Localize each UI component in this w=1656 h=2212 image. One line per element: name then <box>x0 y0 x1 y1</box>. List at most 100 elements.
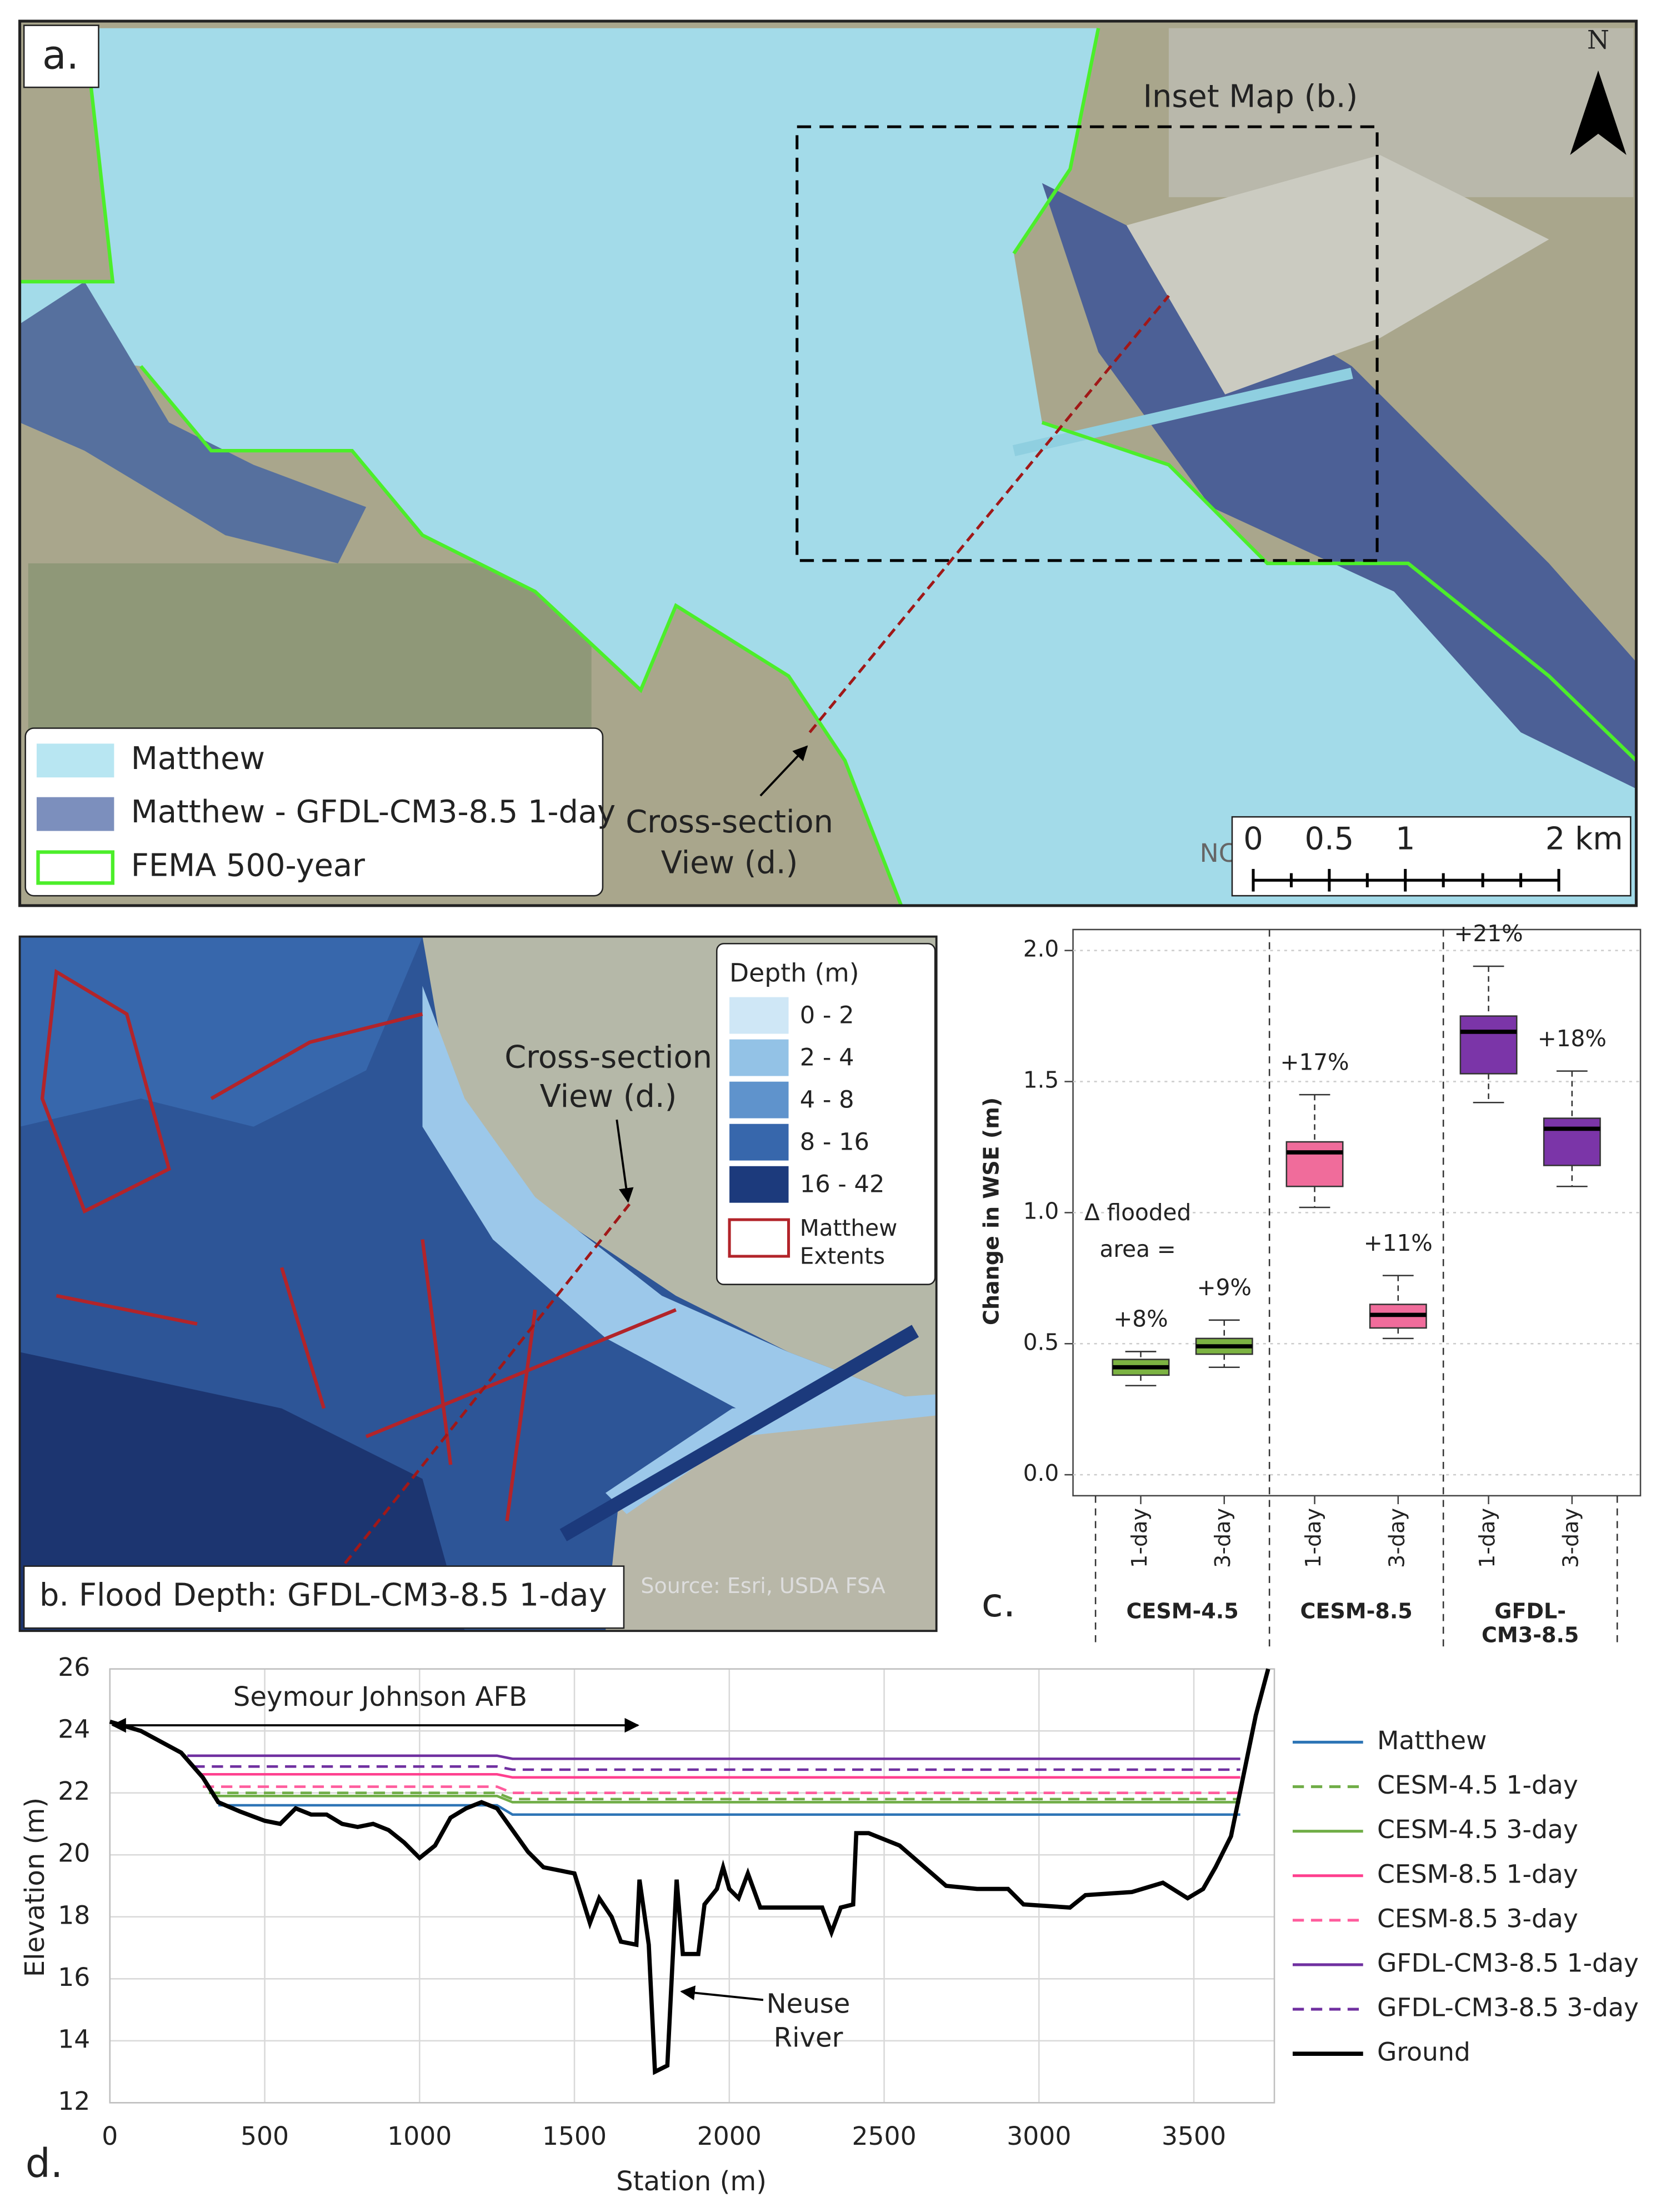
flood-increase <box>19 281 367 563</box>
x-tick-label: 500 <box>241 2121 289 2151</box>
plot-frame <box>109 1668 1275 2104</box>
y-tick-label: 20 <box>58 1839 90 1868</box>
legend-swatch <box>36 743 114 778</box>
y-tick-label: 16 <box>58 1963 90 1992</box>
box-annotation: +8% <box>1113 1306 1168 1332</box>
box-annotation: +11% <box>1364 1230 1433 1256</box>
group-label-box: CESM-8.5 <box>1300 1600 1413 1624</box>
box-annotation: +18% <box>1538 1025 1607 1052</box>
legend-swatch <box>729 1166 789 1203</box>
cross-section-label: Cross-section <box>504 1039 712 1075</box>
legend-swatch <box>729 1081 789 1119</box>
series-line <box>193 1765 1240 1771</box>
x-tick-label: 3-day <box>1210 1508 1235 1568</box>
y-tick-label: 0.5 <box>1023 1329 1059 1355</box>
x-tick-label: 0 <box>102 2121 118 2151</box>
y-tick-label: 24 <box>58 1715 90 1744</box>
y-tick-label: 26 <box>58 1652 90 1682</box>
depth-area <box>422 986 937 1493</box>
series-line <box>209 1791 1240 1801</box>
y-tick-label: 1.0 <box>1023 1197 1059 1224</box>
legend-label: CESM-4.5 3-day <box>1377 1815 1578 1844</box>
state-label: NC <box>1200 838 1237 868</box>
box <box>1459 1015 1518 1075</box>
x-tick-label: 2000 <box>697 2121 762 2151</box>
legend-label: FEMA 500-year <box>131 848 365 884</box>
river <box>19 1352 465 1631</box>
series-line <box>199 1772 1240 1779</box>
legend-label: Extents <box>800 1243 885 1270</box>
group-label: GFDL-CM3-8.5 <box>1482 1600 1579 1648</box>
x-tick-label: 3-day <box>1558 1508 1583 1568</box>
x-axis-title: Station (m) <box>616 2166 767 2197</box>
x-tick-label: 1-day <box>1475 1508 1499 1568</box>
scale-label: 0 <box>1243 821 1263 857</box>
map-a-frame <box>18 19 1638 907</box>
y-tick-label: 12 <box>58 2086 90 2116</box>
annotation: River <box>774 2022 843 2053</box>
inset-box <box>796 125 1379 562</box>
cross-section-line <box>808 294 1170 733</box>
panel-label: a. <box>42 32 79 78</box>
box <box>1285 1141 1344 1187</box>
x-tick-label: 1000 <box>387 2121 452 2151</box>
inset-label: Inset Map (b.) <box>1143 79 1358 115</box>
legend-swatch <box>729 1124 789 1161</box>
group-label-box: CESM-4.5 <box>1126 1600 1238 1623</box>
group-label: CESM-8.5 <box>1300 1600 1413 1624</box>
fema-boundary <box>19 28 1637 906</box>
channel <box>559 1325 919 1541</box>
legend-label: Matthew - GFDL-CM3-8.5 1-day <box>131 794 616 830</box>
scale-label: 1 <box>1395 821 1415 857</box>
depth-area <box>19 936 423 1127</box>
depth-legend: 0 - 2 2 - 4 4 - 8 8 - 16 16 - 42 <box>729 997 884 1203</box>
scale-bar <box>1252 868 1560 892</box>
legend-label: CESM-8.5 3-day <box>1377 1904 1578 1933</box>
scale-box <box>1231 816 1632 897</box>
panel-label: d. <box>26 2140 63 2186</box>
y-tick-label: 18 <box>58 1900 90 1930</box>
y-tick-label: 2.0 <box>1023 936 1059 962</box>
flood-extent <box>19 28 1637 906</box>
x-tick-label: 1500 <box>542 2121 607 2151</box>
legend-label: Matthew <box>131 741 265 777</box>
annotation: Neuse <box>767 1988 850 2019</box>
y-axis-title: Change in WSE (m) <box>979 1097 1004 1325</box>
airfield <box>1126 154 1549 395</box>
series-line <box>218 1804 1240 1816</box>
box-annotation: +21% <box>1454 920 1523 947</box>
x-tick-label: 2500 <box>852 2121 917 2151</box>
legend-swatch <box>36 850 115 885</box>
north-arrow <box>1570 70 1627 155</box>
box <box>1543 1117 1601 1166</box>
pointer <box>759 745 808 797</box>
legend-label: 2 - 4 <box>800 1044 854 1072</box>
panel-label-box <box>23 24 99 88</box>
x-tick-label: 3-day <box>1384 1508 1409 1568</box>
legend-title: Depth (m) <box>729 958 859 988</box>
map-title: b. Flood Depth: GFDL-CM3-8.5 1-day <box>39 1577 607 1614</box>
legend-label: Ground <box>1377 2038 1470 2067</box>
legend-swatch <box>728 1218 791 1258</box>
cross-section-label: Cross-section <box>626 804 833 840</box>
legend-label: 16 - 42 <box>800 1171 885 1199</box>
y-axis-title: Elevation (m) <box>19 1797 51 1977</box>
aerial-forest <box>28 563 592 733</box>
scale-label: 2 km <box>1545 821 1623 857</box>
x-tick-label: 1-day <box>1127 1508 1152 1568</box>
matthew-extent <box>40 968 677 1521</box>
north-label: N <box>1587 26 1609 55</box>
series-line <box>203 1785 1240 1794</box>
runway <box>1012 367 1353 456</box>
title-box <box>23 1565 625 1629</box>
map-a <box>19 21 1637 906</box>
group-label-box: GFDL-CM3-8.5 <box>1482 1600 1579 1648</box>
series-line <box>187 1754 1240 1760</box>
legend-swatch <box>36 797 114 831</box>
y-tick-label: 0.0 <box>1023 1460 1059 1486</box>
series-line <box>109 1668 1270 2075</box>
pointer <box>616 1119 634 1203</box>
annotation: area = <box>1100 1236 1176 1262</box>
legend-label: Matthew <box>800 1215 897 1241</box>
